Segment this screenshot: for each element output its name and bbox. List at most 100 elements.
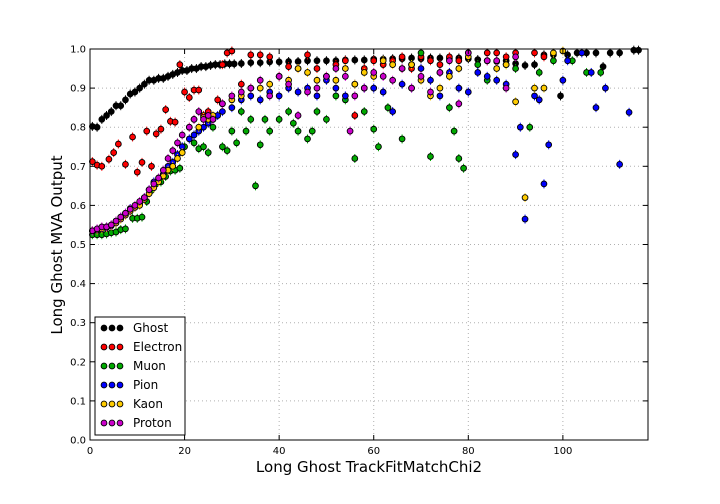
data-point	[408, 61, 415, 68]
data-point	[285, 63, 292, 70]
data-point	[427, 57, 434, 65]
data-point	[592, 104, 600, 112]
data-point	[247, 92, 255, 100]
data-point	[237, 88, 245, 96]
data-point	[138, 159, 146, 166]
data-point	[219, 61, 226, 68]
data-point	[117, 102, 125, 110]
y-tick-label: 0.2	[70, 357, 86, 368]
data-point	[150, 180, 158, 188]
data-point	[185, 94, 193, 101]
data-point	[455, 57, 463, 65]
data-point	[417, 73, 425, 80]
legend-marker	[116, 381, 124, 389]
data-point	[540, 180, 548, 188]
data-point	[360, 84, 368, 92]
data-point	[436, 54, 444, 62]
legend-marker	[108, 362, 116, 370]
data-point	[540, 53, 548, 61]
data-point	[294, 127, 302, 135]
data-point	[474, 61, 482, 68]
legend-item-muon: Muon	[100, 359, 166, 373]
data-point	[417, 65, 425, 72]
data-point	[446, 57, 453, 65]
data-point	[289, 119, 297, 127]
data-point	[313, 57, 321, 65]
data-point	[252, 182, 259, 190]
data-point	[313, 92, 321, 100]
y-tick-label: 0.9	[70, 84, 86, 95]
data-point	[152, 130, 160, 138]
data-point	[230, 60, 238, 68]
data-point	[190, 116, 198, 123]
data-point	[417, 49, 425, 57]
data-point	[174, 139, 181, 147]
data-point	[606, 49, 614, 57]
data-point	[427, 88, 434, 96]
legend-item-electron: Electron	[100, 340, 182, 354]
data-point	[209, 123, 217, 131]
data-point	[115, 140, 122, 148]
data-point	[117, 213, 125, 221]
legend-item-pion: Pion	[100, 378, 158, 392]
data-point	[370, 57, 378, 65]
data-point	[148, 162, 155, 170]
legend-item-kaon: Kaon	[100, 397, 163, 411]
data-point	[169, 162, 177, 170]
legend-label: Ghost	[133, 321, 168, 335]
data-point	[521, 62, 529, 69]
data-point	[112, 217, 120, 225]
data-point	[323, 73, 330, 80]
legend-marker	[100, 381, 108, 389]
data-point	[122, 96, 129, 104]
legend-marker	[116, 343, 124, 351]
data-point	[143, 127, 151, 135]
data-point	[375, 143, 382, 151]
y-axis-title: Long Ghost MVA Output	[48, 155, 66, 334]
data-point	[256, 51, 264, 59]
data-point	[122, 209, 129, 217]
data-point	[162, 106, 170, 113]
data-point	[110, 149, 117, 156]
data-point	[564, 57, 571, 65]
data-point	[261, 116, 269, 123]
data-point	[285, 80, 292, 88]
data-point	[209, 116, 217, 123]
legend-marker	[108, 324, 116, 332]
legend-marker	[100, 400, 108, 408]
series-proton	[89, 48, 519, 236]
data-point	[342, 65, 349, 72]
data-point	[247, 51, 255, 59]
data-point	[436, 61, 444, 68]
legend: Ghost Electron Muon Pion Kaon Proton	[94, 316, 186, 436]
data-point	[332, 76, 340, 84]
legend-marker	[108, 343, 116, 351]
data-point	[446, 104, 453, 112]
data-point	[493, 57, 501, 65]
data-point	[219, 108, 226, 115]
data-point	[351, 80, 359, 88]
data-point	[332, 84, 340, 92]
data-point	[526, 123, 534, 131]
data-point	[122, 225, 129, 233]
data-point	[105, 155, 113, 163]
y-tick-label: 0.3	[70, 318, 86, 329]
legend-label: Pion	[133, 378, 158, 392]
legend-marker	[108, 400, 116, 408]
data-point	[455, 155, 463, 162]
data-point	[275, 92, 283, 100]
data-point	[266, 53, 274, 61]
legend-marker	[100, 324, 108, 332]
data-point	[427, 153, 434, 160]
data-point	[141, 194, 148, 201]
x-tick-label: 60	[367, 446, 380, 457]
data-point	[285, 108, 292, 115]
data-point	[323, 57, 330, 65]
data-point	[379, 73, 387, 80]
data-point	[256, 59, 264, 67]
data-point	[455, 100, 463, 108]
legend-label: Electron	[133, 340, 182, 354]
data-point	[516, 123, 524, 131]
data-point	[455, 65, 463, 72]
